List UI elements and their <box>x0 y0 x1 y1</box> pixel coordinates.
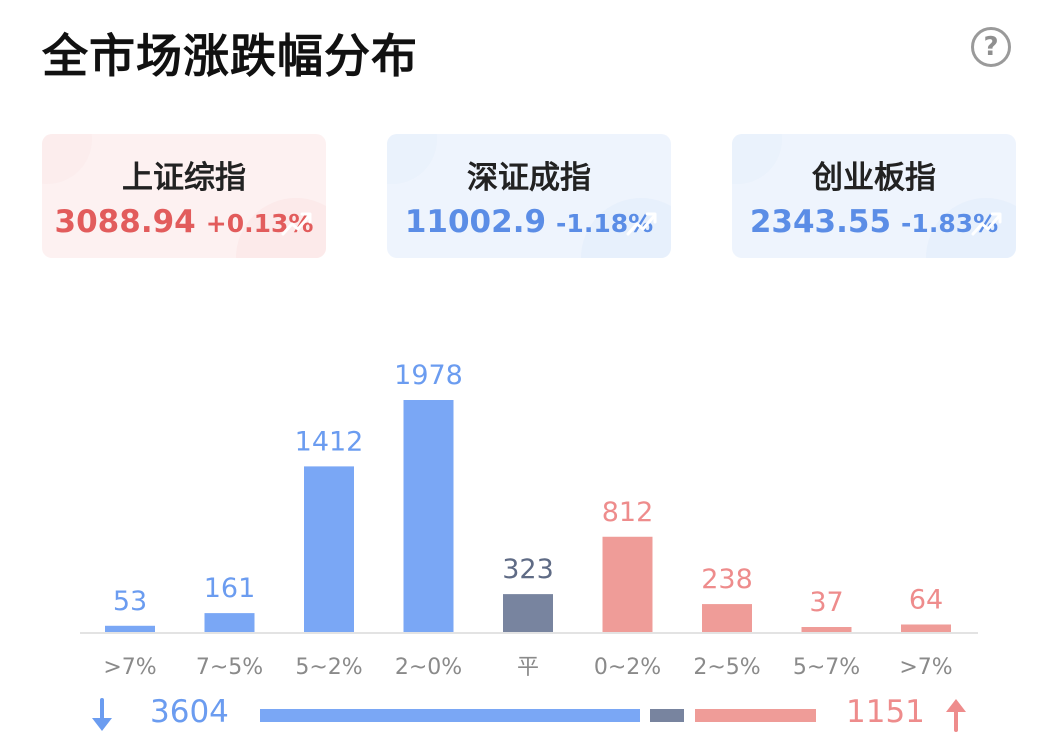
bar-value-label: 161 <box>204 573 256 604</box>
index-name: 上证综指 <box>122 160 246 196</box>
trend-up-icon <box>281 212 312 236</box>
bar[interactable] <box>602 536 653 632</box>
bar[interactable] <box>304 466 354 632</box>
index-card-chinext[interactable]: 创业板指 2343.55 -1.83% <box>732 134 1016 258</box>
category-label: 5~2% <box>295 655 362 680</box>
bar-value-label: 238 <box>701 564 753 595</box>
up-ratio-bar <box>694 709 816 722</box>
bar[interactable] <box>702 604 752 632</box>
index-name: 创业板指 <box>812 160 936 196</box>
trend-up-icon <box>626 212 657 236</box>
distribution-bar-chart: 53 >7% 161 7~5% 1412 5~2% 1978 2~0% 323 平 812 0~2% 2… <box>80 360 978 680</box>
bar-value-label: 53 <box>113 586 147 617</box>
bar-value-label: 1412 <box>295 426 364 457</box>
bar[interactable] <box>503 594 553 632</box>
index-name: 深证成指 <box>467 160 591 196</box>
bar-value-label: 37 <box>809 587 843 618</box>
question-circle-icon[interactable]: ? <box>971 27 1011 67</box>
category-label: 2~5% <box>693 655 760 680</box>
bar[interactable] <box>801 627 852 632</box>
bar-value-label: 812 <box>602 497 654 528</box>
index-change: +0.13% <box>205 209 314 238</box>
bar[interactable] <box>204 613 255 632</box>
category-label: >7% <box>103 655 156 680</box>
category-label: 平 <box>517 655 539 680</box>
category-label: >7% <box>899 655 952 680</box>
category-label: 2~0% <box>395 655 462 680</box>
down-ratio-bar <box>260 709 641 722</box>
index-value: 2343.55 <box>749 204 892 240</box>
bar[interactable] <box>403 400 454 632</box>
index-card-shenzhen[interactable]: 深证成指 11002.9 -1.18% <box>387 134 671 258</box>
bar[interactable] <box>901 624 951 632</box>
summary-bar: 3604 1151 <box>0 690 1059 745</box>
category-label: 5~7% <box>793 655 860 680</box>
bar-value-label: 323 <box>502 554 554 585</box>
category-label: 0~2% <box>594 655 661 680</box>
up-total: 1151 <box>846 694 925 730</box>
index-value: 3088.94 <box>54 204 196 240</box>
arrow-up-icon <box>946 699 966 732</box>
arrow-down-icon <box>92 698 112 731</box>
category-label: 7~5% <box>196 655 263 680</box>
page-title: 全市场涨跌幅分布 <box>42 29 418 83</box>
bar[interactable] <box>105 625 155 632</box>
trend-up-icon <box>971 212 1002 236</box>
index-card-shanghai[interactable]: 上证综指 3088.94 +0.13% <box>42 134 326 258</box>
bar-value-label: 1978 <box>394 360 463 391</box>
down-total: 3604 <box>150 694 229 730</box>
flat-ratio-bar <box>650 709 685 722</box>
bar-value-label: 64 <box>909 584 943 615</box>
index-value: 11002.9 <box>404 204 547 240</box>
